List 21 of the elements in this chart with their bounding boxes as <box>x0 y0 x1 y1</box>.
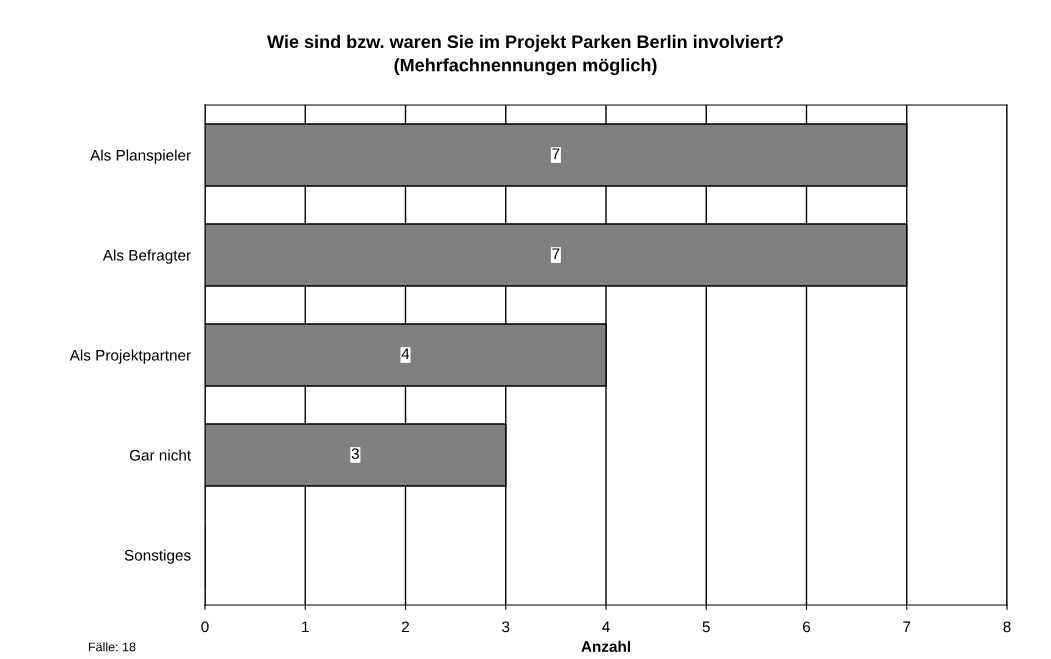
y-tick-label: Gar nicht <box>129 449 191 461</box>
x-tick-label: 3 <box>502 621 510 633</box>
data-label: 7 <box>552 148 560 159</box>
y-tick-label: Als Planspieler <box>90 149 191 164</box>
x-tick-label: 1 <box>302 621 309 633</box>
data-label: 7 <box>552 248 560 259</box>
y-tick-label: Sonstiges <box>124 549 191 564</box>
x-tick-label: 5 <box>702 621 710 633</box>
data-label: 4 <box>401 348 410 359</box>
data-label: 3 <box>351 448 359 460</box>
text: Fälle: 18 <box>89 642 136 652</box>
y-tick-label: Als Befragter <box>102 249 191 264</box>
x-axis-title: Anzahl <box>581 640 630 652</box>
x-tick-label: 2 <box>402 621 409 633</box>
y-tick-label: Als Projektpartner <box>69 349 191 364</box>
chart-title: Wie sind bzw. waren Sie im Projekt Parken Berlin involviert? (Mehrfachnennungen möglich) <box>267 34 783 76</box>
x-tick-label: 4 <box>602 621 610 633</box>
x-tick-label: 8 <box>1003 621 1011 633</box>
x-tick-label: 6 <box>803 621 811 633</box>
x-tick-label: 7 <box>903 621 911 633</box>
x-tick-label: 0 <box>201 621 209 633</box>
